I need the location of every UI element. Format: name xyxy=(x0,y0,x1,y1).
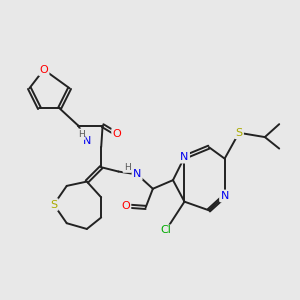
Text: N: N xyxy=(133,169,141,179)
Text: N: N xyxy=(180,152,189,162)
Text: N: N xyxy=(82,136,91,146)
Text: S: S xyxy=(236,128,243,138)
Text: O: O xyxy=(112,129,122,139)
Text: O: O xyxy=(121,201,130,211)
Text: Cl: Cl xyxy=(160,225,171,236)
Text: H: H xyxy=(124,163,130,172)
Text: H: H xyxy=(78,130,85,139)
Text: N: N xyxy=(220,191,229,201)
Text: O: O xyxy=(39,64,48,75)
Text: S: S xyxy=(50,200,57,210)
